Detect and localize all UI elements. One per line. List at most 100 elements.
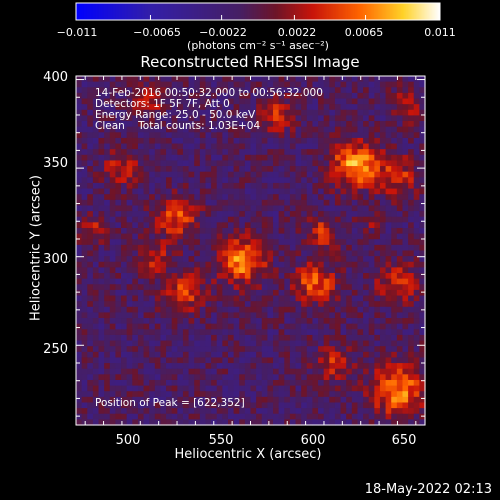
heatmap-cell — [289, 278, 297, 285]
heatmap-cell — [132, 132, 139, 139]
heatmap-cell — [109, 205, 116, 212]
heatmap-cell — [368, 160, 375, 167]
heatmap-cell — [374, 109, 381, 116]
heatmap-cell — [76, 137, 83, 145]
heatmap-cell — [182, 205, 190, 212]
heatmap-cell — [379, 194, 387, 201]
heatmap-cell — [188, 171, 195, 178]
heatmap-cell — [154, 379, 162, 387]
heatmap-cell — [329, 413, 336, 420]
heatmap-cell — [402, 205, 409, 212]
heatmap-cell — [379, 87, 387, 94]
heatmap-cell — [329, 216, 336, 223]
heatmap-cell — [211, 160, 218, 167]
heatmap-cell — [273, 149, 280, 156]
heatmap-cell — [182, 385, 190, 392]
heatmap-cell — [137, 413, 145, 420]
heatmap-cell — [396, 346, 404, 353]
heatmap-cell — [227, 227, 235, 235]
heatmap-cell — [87, 87, 94, 94]
heatmap-cell — [154, 194, 162, 201]
heatmap-cell — [413, 104, 420, 111]
heatmap-cell — [374, 261, 381, 268]
heatmap-cell — [239, 98, 246, 105]
heatmap-cell — [368, 402, 375, 409]
heatmap-cell — [289, 273, 297, 280]
heatmap-cell — [301, 273, 308, 280]
heatmap-cell — [182, 211, 190, 218]
heatmap-cell — [357, 92, 364, 100]
heatmap-cell — [199, 273, 207, 280]
heatmap-cell — [413, 284, 420, 291]
heatmap-cell — [92, 334, 100, 342]
heatmap-cell — [76, 233, 83, 240]
heatmap-cell — [205, 143, 212, 150]
heatmap-cell — [126, 413, 133, 420]
heatmap-cell — [295, 261, 302, 268]
heatmap-cell — [278, 244, 285, 252]
heatmap-cell — [239, 385, 246, 392]
heatmap-cell — [222, 284, 229, 291]
heatmap-cell — [396, 109, 404, 116]
heatmap-cell — [81, 368, 88, 375]
heatmap-cell — [149, 92, 156, 100]
heatmap-cell — [306, 104, 314, 111]
heatmap-cell — [408, 239, 415, 246]
heatmap-cell — [76, 363, 83, 370]
heatmap-cell — [244, 323, 252, 330]
heatmap-cell — [346, 199, 353, 207]
heatmap-cell — [132, 143, 139, 150]
heatmap-cell — [413, 419, 420, 426]
heatmap-cell — [312, 115, 319, 122]
heatmap-cell — [374, 340, 381, 347]
heatmap-cell — [351, 273, 359, 280]
heatmap-cell — [306, 357, 314, 364]
heatmap-cell — [233, 222, 240, 229]
heatmap-cell — [205, 222, 212, 229]
heatmap-cell — [346, 346, 353, 353]
heatmap-cell — [323, 256, 330, 263]
heatmap-cell — [182, 188, 190, 195]
heatmap-cell — [256, 278, 263, 285]
heatmap-cell — [239, 256, 246, 263]
heatmap-cell — [284, 256, 291, 263]
heatmap-cell — [396, 149, 404, 156]
heatmap-cell — [227, 295, 235, 302]
heatmap-cell — [284, 289, 291, 297]
heatmap-cell — [87, 267, 94, 274]
heatmap-cell — [149, 267, 156, 274]
heatmap-cell — [222, 132, 229, 139]
heatmap-cell — [312, 419, 319, 426]
heatmap-cell — [216, 334, 223, 342]
heatmap-cell — [278, 374, 285, 381]
heatmap-cell — [160, 126, 167, 133]
heatmap-cell — [301, 154, 308, 162]
heatmap-cell — [396, 239, 404, 246]
heatmap-cell — [81, 92, 88, 100]
heatmap-cell — [289, 154, 297, 162]
heatmap-cell — [278, 171, 285, 178]
heatmap-cell — [143, 396, 150, 404]
heatmap-cell — [413, 171, 420, 178]
heatmap-cell — [233, 273, 240, 280]
heatmap-cell — [177, 211, 184, 218]
heatmap-cell — [166, 81, 173, 88]
heatmap-cell — [132, 194, 139, 201]
heatmap-cell — [115, 182, 122, 190]
heatmap-cell — [160, 216, 167, 223]
heatmap-cell — [154, 199, 162, 207]
heatmap-cell — [126, 419, 133, 426]
heatmap-cell — [351, 115, 359, 122]
heatmap-cell — [256, 256, 263, 263]
heatmap-cell — [121, 194, 128, 201]
heatmap-cell — [166, 132, 173, 139]
heatmap-cell — [273, 199, 280, 207]
heatmap-cell — [402, 261, 409, 268]
heatmap-cell — [188, 413, 195, 420]
heatmap-cell — [368, 408, 375, 415]
heatmap-cell — [92, 216, 100, 223]
heatmap-cell — [104, 284, 111, 291]
heatmap-cell — [402, 318, 409, 325]
heatmap-cell — [250, 109, 257, 116]
